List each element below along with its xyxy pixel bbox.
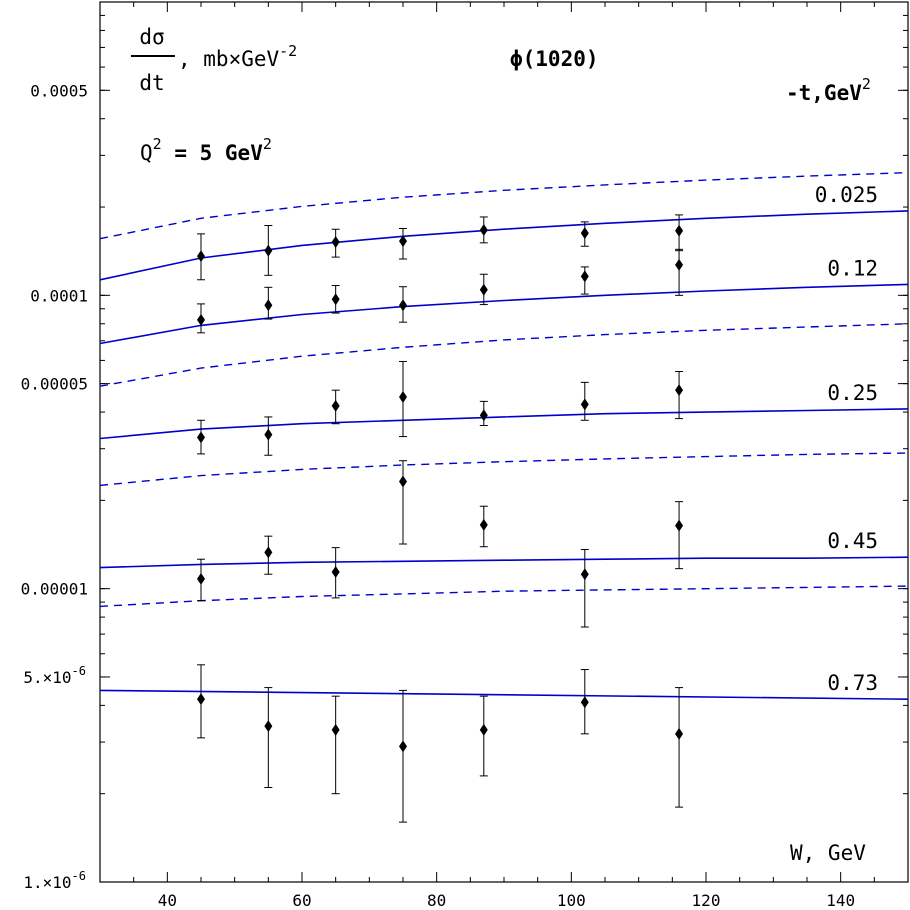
data-point (675, 519, 684, 532)
series-labels: 0.025 0.12 0.25 0.45 0.73 (815, 183, 878, 695)
y-tick-label: 0.00005 (21, 375, 88, 394)
data-point (580, 696, 589, 709)
data-point (580, 270, 589, 283)
x-tick-label: 140 (826, 891, 855, 910)
x-tick-label: 80 (427, 891, 446, 910)
y-axis-label-denominator: dt (139, 71, 164, 95)
series-label-0.025: 0.025 (815, 183, 878, 207)
data-point (197, 431, 205, 444)
x-tick-label: 40 (158, 891, 177, 910)
y-tick-label: 1.×10-6 (23, 869, 86, 892)
data-point (197, 572, 205, 585)
data-point (331, 565, 340, 578)
fit-curve-dashed-0.45 (99, 585, 909, 608)
series-label-0.73: 0.73 (827, 671, 878, 695)
data-point (331, 293, 340, 306)
data-point (197, 250, 205, 263)
series-label-0.12: 0.12 (827, 256, 878, 280)
fit-curve-dashed-0.25 (99, 452, 909, 487)
data-point (264, 244, 273, 257)
fit-curve-0.025 (99, 210, 909, 281)
legend-header: -t,GeV2 (786, 75, 871, 105)
plot-border (99, 1, 909, 883)
y-tick-label: 0.0001 (30, 286, 88, 305)
data-point (675, 384, 684, 397)
data-point (399, 235, 407, 248)
fit-curve-0.45 (99, 556, 909, 569)
data-point (264, 546, 273, 559)
data-point (197, 693, 205, 706)
data-point (331, 723, 340, 736)
data-point (675, 224, 684, 237)
series-label-0.45: 0.45 (827, 529, 878, 553)
data-point (331, 399, 340, 412)
data-point (264, 428, 273, 441)
series-label-0.25: 0.25 (827, 381, 878, 405)
data-point (580, 568, 589, 581)
data-point (264, 720, 273, 733)
fit-curve-dashed-0.12 (99, 323, 909, 387)
fit-curve-dashed-0.025 (99, 171, 909, 240)
data-point (197, 313, 205, 326)
data-point (479, 518, 488, 531)
fit-curve-0.12 (99, 283, 909, 345)
data-point (399, 299, 407, 312)
data-point (264, 299, 273, 312)
data-points (197, 214, 684, 823)
y-tick-label: 5.×10-6 (23, 664, 86, 687)
x-axis-label: W, GeV (790, 841, 866, 865)
chart-title: ϕ(1020) (510, 47, 599, 71)
plot-frame (99, 1, 909, 883)
y-tick-label: 0.0005 (30, 81, 88, 100)
x-tick-label: 60 (292, 891, 311, 910)
data-point (399, 391, 407, 404)
y-axis-label-units: , mb×GeV-2 (178, 42, 297, 71)
data-point (479, 409, 488, 422)
data-point (479, 283, 488, 296)
data-point (331, 235, 340, 248)
data-point (580, 227, 589, 240)
fit-curve-0.25 (99, 408, 909, 440)
x-tick-label: 120 (692, 891, 721, 910)
data-point (675, 258, 684, 271)
data-point (399, 475, 407, 488)
x-tick-label: 100 (557, 891, 586, 910)
data-point (479, 224, 488, 237)
y-tick-label: 0.00001 (21, 580, 88, 599)
data-point (399, 740, 407, 753)
fit-curve-0.73 (99, 689, 909, 700)
y-axis-label-numerator: dσ (139, 25, 164, 49)
q2-condition: Q2 = 5 GeV2 (140, 135, 272, 165)
data-point (479, 723, 488, 736)
fit-curves (99, 171, 909, 700)
data-point (580, 398, 589, 411)
data-point (675, 727, 684, 740)
axes: 40 60 80 100 120 140 0.0005 0.0001 0.00005 0.0000… (21, 1, 909, 910)
